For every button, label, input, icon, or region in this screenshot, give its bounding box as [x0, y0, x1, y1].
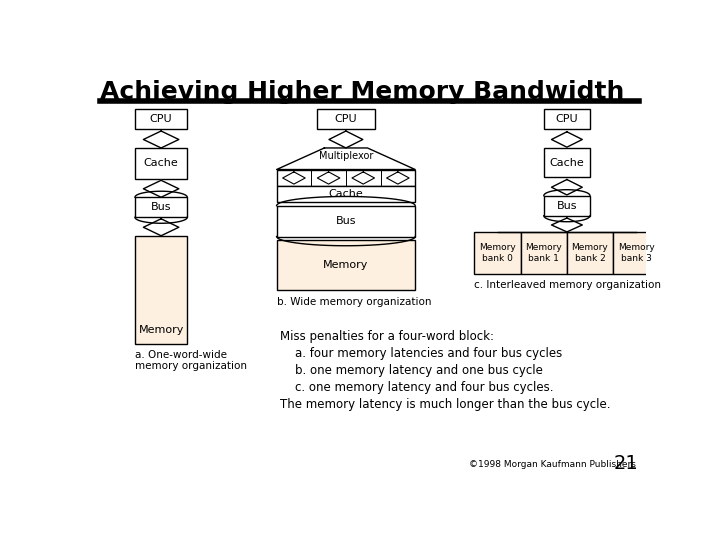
Bar: [567, 232, 613, 274]
Text: Memory: Memory: [323, 260, 369, 271]
Text: Achieving Higher Memory Bandwidth: Achieving Higher Memory Bandwidth: [99, 80, 624, 104]
Bar: [276, 170, 415, 186]
Text: CPU: CPU: [556, 114, 578, 124]
Text: ©1998 Morgan Kaufmann Publishers: ©1998 Morgan Kaufmann Publishers: [469, 460, 636, 469]
Text: Cache: Cache: [144, 158, 179, 168]
Polygon shape: [143, 131, 179, 148]
Bar: [135, 148, 187, 179]
Text: Memory: Memory: [138, 325, 184, 335]
Bar: [276, 186, 415, 202]
Bar: [474, 232, 521, 274]
Polygon shape: [352, 172, 374, 184]
Polygon shape: [276, 148, 415, 170]
Polygon shape: [283, 172, 305, 184]
Bar: [276, 206, 415, 237]
Polygon shape: [318, 172, 340, 184]
Bar: [544, 148, 590, 177]
Polygon shape: [552, 132, 582, 147]
Bar: [135, 197, 187, 217]
Text: b. Wide memory organization: b. Wide memory organization: [276, 296, 431, 307]
Bar: [613, 232, 660, 274]
Text: c. Interleaved memory organization: c. Interleaved memory organization: [474, 280, 662, 291]
Bar: [544, 195, 590, 215]
Text: a. One-word-wide
memory organization: a. One-word-wide memory organization: [135, 350, 247, 372]
Text: Bus: Bus: [557, 201, 577, 211]
Text: b. one memory latency and one bus cycle: b. one memory latency and one bus cycle: [281, 364, 544, 377]
Text: Memory
bank 1: Memory bank 1: [526, 244, 562, 263]
Text: CPU: CPU: [335, 114, 357, 124]
Text: Cache: Cache: [549, 158, 584, 167]
Text: Memory
bank 0: Memory bank 0: [480, 244, 516, 263]
Polygon shape: [143, 219, 179, 236]
Bar: [521, 232, 567, 274]
Text: c. one memory latency and four bus cycles.: c. one memory latency and four bus cycle…: [281, 381, 554, 394]
Text: Multiplexor: Multiplexor: [319, 151, 373, 161]
Text: Cache: Cache: [328, 189, 364, 199]
Polygon shape: [387, 172, 409, 184]
Bar: [135, 109, 187, 129]
Polygon shape: [552, 179, 582, 195]
Text: Miss penalties for a four-word block:: Miss penalties for a four-word block:: [281, 330, 495, 343]
Text: Memory
bank 3: Memory bank 3: [618, 244, 654, 263]
Text: The memory latency is much longer than the bus cycle.: The memory latency is much longer than t…: [281, 398, 611, 411]
Polygon shape: [143, 180, 179, 197]
Polygon shape: [552, 218, 582, 232]
Bar: [317, 109, 375, 129]
Bar: [135, 236, 187, 343]
Text: Memory
bank 2: Memory bank 2: [572, 244, 608, 263]
Text: CPU: CPU: [150, 114, 172, 124]
Polygon shape: [329, 131, 363, 148]
Text: Bus: Bus: [151, 202, 171, 212]
Text: Bus: Bus: [336, 216, 356, 226]
Bar: [276, 240, 415, 291]
Bar: [544, 109, 590, 129]
Text: 21: 21: [613, 454, 639, 473]
Text: a. four memory latencies and four bus cycles: a. four memory latencies and four bus cy…: [281, 347, 563, 360]
